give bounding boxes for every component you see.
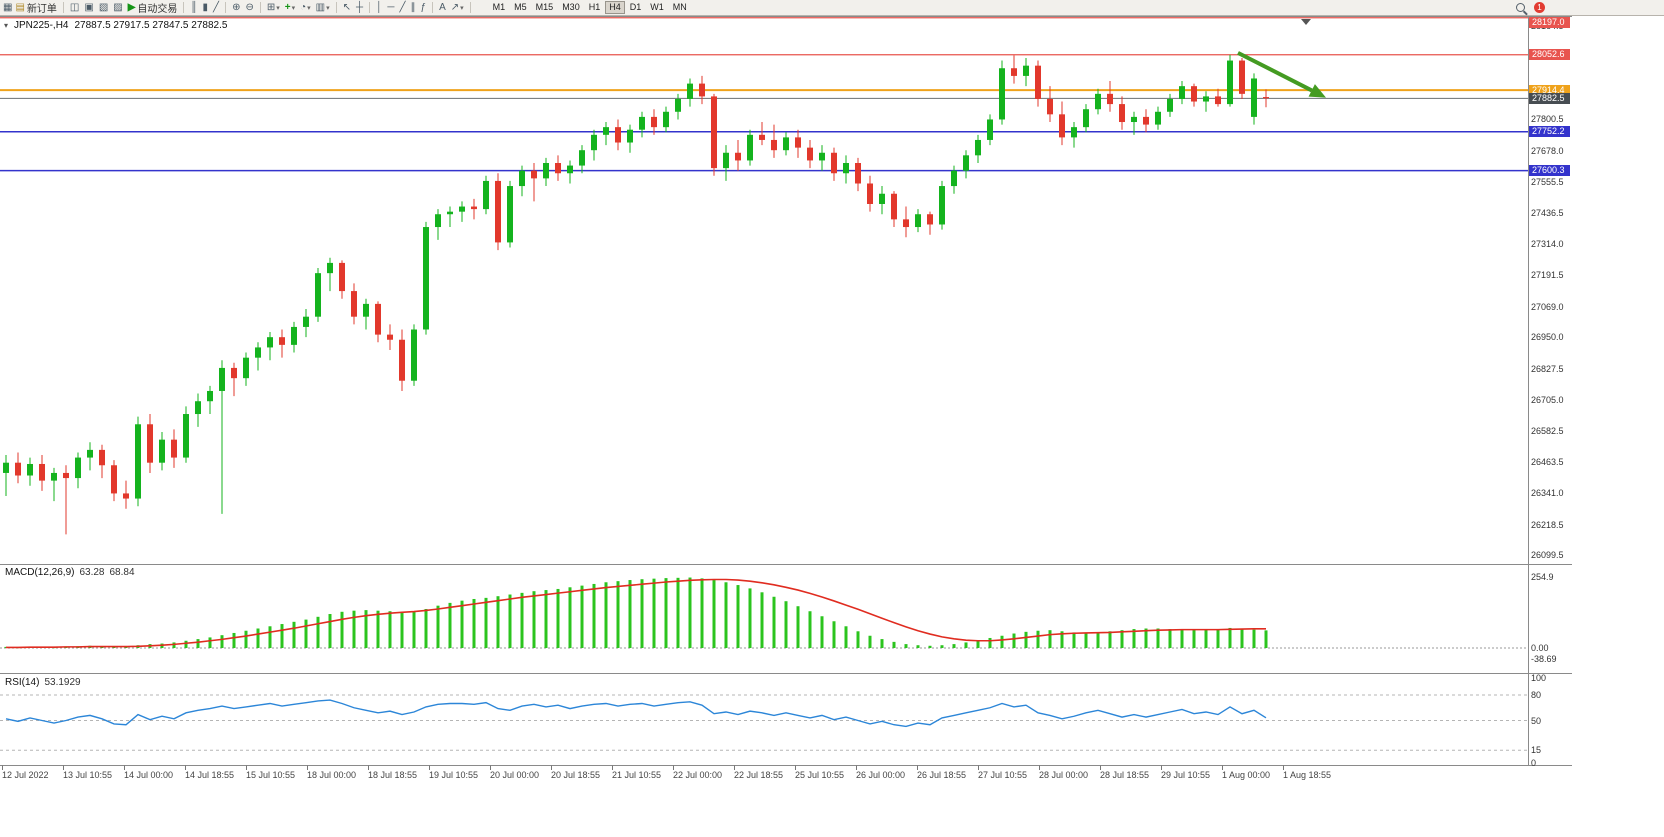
template-icon: ▥ — [315, 1, 326, 13]
horizontal-level-lines[interactable] — [0, 17, 1528, 172]
new-order-label: 新订单 — [26, 4, 57, 15]
one-click-trading-expander-icon[interactable]: ▾ — [4, 21, 9, 30]
timeframe-w1-button[interactable]: W1 — [646, 1, 668, 14]
toolbar-separator — [62, 2, 64, 13]
macd-label: MACD(12,26,9) — [5, 567, 75, 578]
macd-value: 63.28 — [79, 567, 105, 578]
app-icon: ▦ — [3, 1, 13, 13]
bar-chart-button[interactable]: ║ — [188, 1, 199, 15]
market-watch-icon: ◫ — [69, 1, 80, 13]
toolbar-separator — [469, 2, 471, 13]
auto-trading-button[interactable]: ▶ 自动交易 — [126, 1, 180, 16]
tile-windows-button[interactable]: ⊞ ▾ — [265, 1, 282, 15]
timeframe-h1-button[interactable]: H1 — [585, 1, 605, 14]
text-tool-button[interactable]: A — [437, 1, 448, 15]
bar-chart-icon: ║ — [190, 1, 198, 13]
chevron-down-icon: ▾ — [307, 4, 311, 12]
time-axis-ticks — [2, 765, 1284, 770]
auto-trading-play-icon: ▶ — [127, 1, 136, 13]
new-order-button[interactable]: ▤ 新订单 — [13, 1, 58, 16]
timeframe-m5-button[interactable]: M5 — [510, 1, 531, 14]
cursor-icon: ↖ — [342, 1, 352, 13]
toolbar-separator — [335, 2, 337, 13]
ohlc-values: 27887.5 27917.5 27847.5 27882.5 — [74, 20, 228, 31]
text-tool-icon: A — [439, 1, 446, 13]
vertical-line-button[interactable]: │ — [374, 1, 384, 15]
crosshair-button[interactable]: ┼ — [354, 1, 365, 15]
new-order-icon: ▤ — [15, 1, 25, 13]
notification-badge[interactable]: 1 — [1534, 2, 1545, 13]
auto-trading-label: 自动交易 — [137, 4, 178, 15]
candlesticks — [3, 54, 1269, 535]
symbol-info: ▾ JPN225-,H4 27887.5 27917.5 27847.5 278… — [4, 20, 227, 31]
chevron-down-icon: ▾ — [326, 4, 330, 12]
indicators-button[interactable]: + ▾ — [283, 1, 297, 15]
data-window-button[interactable]: ▣ — [82, 1, 95, 15]
channel-button[interactable]: ∥ — [409, 1, 418, 15]
terminal-button[interactable]: ▨ — [111, 1, 124, 15]
horizontal-line-icon: ─ — [387, 1, 395, 13]
chevron-down-icon: ▾ — [276, 4, 280, 12]
zoom-out-icon: ⊖ — [245, 1, 254, 13]
line-chart-button[interactable]: ╱ — [211, 1, 221, 15]
symbol-name: JPN225-,H4 — [14, 20, 69, 31]
timeframe-mn-button[interactable]: MN — [669, 1, 691, 14]
zoom-in-icon: ⊕ — [232, 1, 241, 13]
timeframe-m1-button[interactable]: M1 — [489, 1, 510, 14]
trend-arrow-annotation[interactable] — [1237, 51, 1326, 98]
vertical-line-icon: │ — [376, 1, 383, 13]
candlestick-chart-icon: ▮ — [202, 1, 209, 13]
tile-windows-icon: ⊞ — [266, 1, 276, 13]
rsi-pane-label: RSI(14) 53.1929 — [5, 677, 81, 688]
indicators-plus-icon: + — [284, 1, 291, 13]
zoom-in-button[interactable]: ⊕ — [230, 1, 242, 15]
timeframe-d1-button[interactable]: D1 — [626, 1, 646, 14]
navigator-button[interactable]: ▧ — [97, 1, 110, 15]
fibonacci-button[interactable]: ƒ — [419, 1, 429, 15]
toolbar-separator — [259, 2, 261, 13]
template-button[interactable]: ▥ ▾ — [314, 1, 332, 15]
search-icon[interactable] — [1516, 3, 1525, 12]
horizontal-line-button[interactable]: ─ — [385, 1, 396, 15]
rsi-value: 53.1929 — [44, 677, 81, 688]
timeframe-m30-button[interactable]: M30 — [558, 1, 584, 14]
zoom-out-button[interactable]: ⊖ — [243, 1, 255, 15]
terminal-icon: ▨ — [113, 1, 123, 13]
arrows-tool-button[interactable]: ↗ ▾ — [449, 1, 466, 15]
toolbar-separator — [225, 2, 227, 13]
toolbar-right-group: 1 — [1516, 2, 1545, 13]
macd-signal-value: 68.84 — [109, 567, 135, 578]
chart-shift-marker-icon — [1301, 19, 1311, 25]
cursor-button[interactable]: ↖ — [341, 1, 353, 15]
channel-icon: ∥ — [410, 1, 416, 13]
market-watch-button[interactable]: ◫ — [68, 1, 81, 15]
toolbar-separator — [432, 2, 434, 13]
macd-pane — [0, 577, 1528, 649]
trendline-button[interactable]: ╱ — [397, 1, 407, 15]
data-window-icon: ▣ — [84, 1, 94, 13]
arrows-tool-icon: ↗ — [450, 1, 460, 13]
periods-button[interactable]: ◔ ▾ — [298, 1, 313, 15]
chevron-down-icon: ▾ — [291, 4, 296, 12]
toolbar-separator — [369, 2, 371, 13]
timeframe-m15-button[interactable]: M15 — [532, 1, 558, 14]
toolbar: ▦ ▤ 新订单 ◫ ▣ ▧ ▨ ▶ 自动交易 ║ ▮ ╱ ⊕ ⊖ ⊞ ▾ + ▾… — [0, 0, 1664, 16]
chevron-down-icon: ▾ — [460, 4, 464, 12]
fibonacci-icon: ƒ — [420, 1, 427, 13]
chart-frame — [0, 16, 1572, 766]
toolbar-separator — [183, 2, 185, 13]
timeframe-h4-button[interactable]: H4 — [605, 1, 625, 14]
macd-pane-label: MACD(12,26,9) 63.28 68.84 — [5, 567, 135, 578]
trendline-icon: ╱ — [399, 1, 406, 13]
timeframe-group: M1 M5 M15 M30 H1 H4 D1 W1 MN — [489, 1, 691, 14]
crosshair-icon: ┼ — [356, 1, 364, 13]
rsi-pane — [0, 694, 1528, 751]
navigator-icon: ▧ — [98, 1, 109, 13]
periods-clock-icon: ◔ — [300, 1, 307, 13]
line-chart-icon: ╱ — [213, 1, 220, 13]
rsi-label: RSI(14) — [5, 677, 40, 688]
candlestick-chart-button[interactable]: ▮ — [201, 1, 211, 15]
